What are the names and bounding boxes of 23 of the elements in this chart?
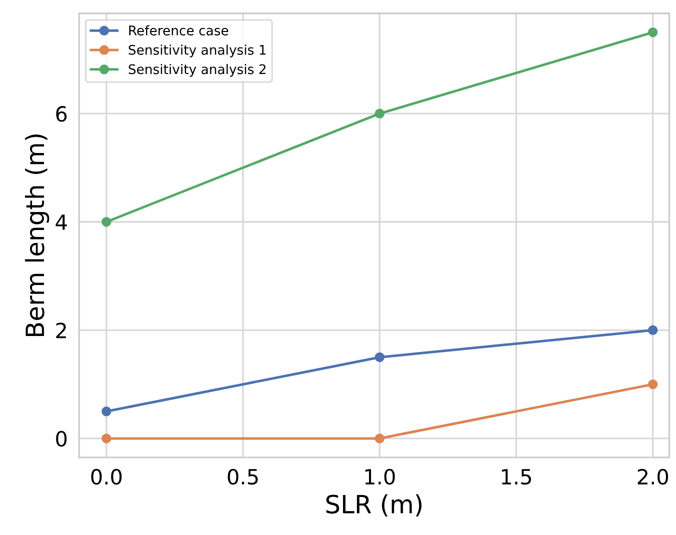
point: [102, 434, 112, 444]
point: [374, 352, 384, 362]
x-tick-label: 2.0: [638, 468, 668, 485]
x-tick-label: 0.0: [91, 468, 122, 485]
point: [102, 406, 112, 416]
point: [648, 379, 658, 390]
y-tick-label: 0: [56, 430, 67, 447]
y-tick-label: 2: [56, 322, 66, 338]
x-axis-title: SLR (m): [326, 494, 422, 517]
y-axis-title: Berm length (m): [24, 134, 50, 336]
x-tick-label: 1.5: [502, 469, 531, 485]
point: [648, 325, 658, 336]
y-tick-label: 4: [56, 214, 67, 230]
y-tick-label: 6: [56, 106, 67, 122]
legend-label: Sensitivity analysis 1: [128, 44, 266, 58]
point: [374, 434, 384, 444]
x-tick-label: 1.0: [365, 468, 395, 485]
legend-label: Sensitivity analysis 2: [128, 64, 266, 77]
legend-label: Reference case: [129, 25, 228, 36]
point: [102, 217, 112, 227]
point: [648, 27, 658, 38]
x-tick-label: 0.5: [228, 468, 258, 485]
point: [374, 108, 384, 118]
